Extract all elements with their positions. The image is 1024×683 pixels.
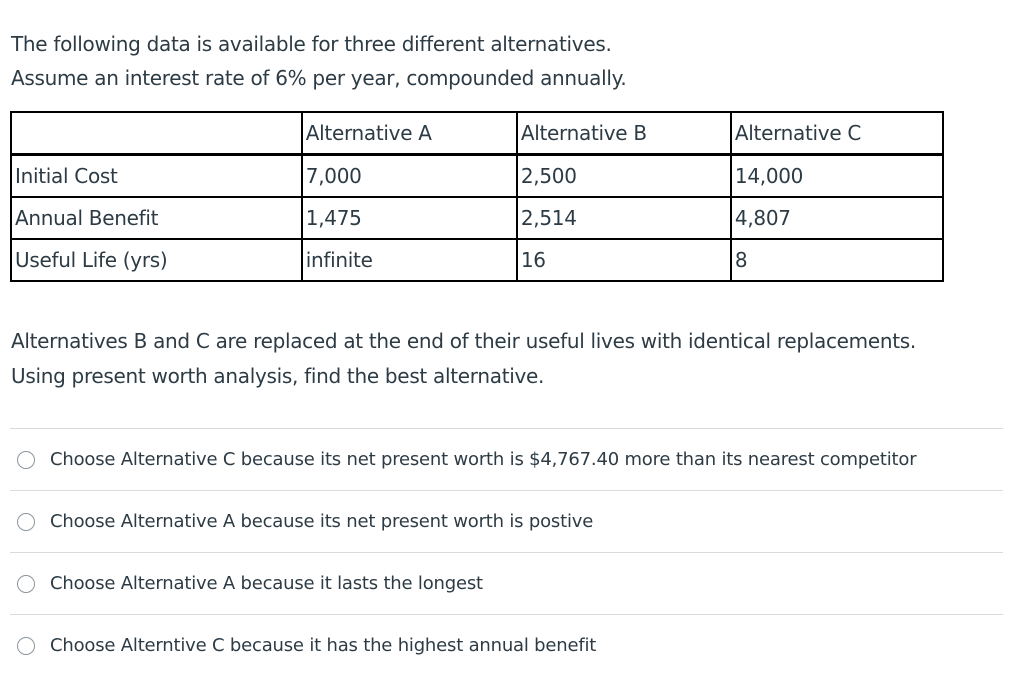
table-cell: 16 <box>515 238 732 282</box>
answer-option-1[interactable]: Choose Alternative C because its net pre… <box>10 429 1003 491</box>
answer-option-3[interactable]: Choose Alternative A because it lasts th… <box>10 553 1003 615</box>
table-cell: 4,807 <box>729 196 945 240</box>
table-header-cell: Alternative A <box>300 111 518 156</box>
table-row: Annual Benefit 1,475 2,514 4,807 <box>10 196 945 240</box>
table-cell: infinite <box>300 238 518 282</box>
intro-line-1: The following data is available for thre… <box>11 32 612 56</box>
table-header-row: Alternative A Alternative B Alternative … <box>10 111 945 156</box>
intro-line-2: Assume an interest rate of 6% per year, … <box>11 66 627 90</box>
table-header-cell: Alternative C <box>729 111 945 156</box>
answer-label[interactable]: Choose Alternative A because its net pre… <box>50 511 594 532</box>
alternatives-table: Alternative A Alternative B Alternative … <box>10 111 945 282</box>
question-line-1: Alternatives B and C are replaced at the… <box>11 329 916 353</box>
row-label: Initial Cost <box>10 153 303 198</box>
row-label: Annual Benefit <box>10 196 303 240</box>
answer-option-4[interactable]: Choose Alterntive C because it has the h… <box>10 615 1003 676</box>
answer-label[interactable]: Choose Alternative A because it lasts th… <box>50 573 483 594</box>
radio-button[interactable] <box>17 636 35 655</box>
answer-label[interactable]: Choose Alterntive C because it has the h… <box>50 635 597 656</box>
table-cell: 2,500 <box>515 153 732 198</box>
answer-label[interactable]: Choose Alternative C because its net pre… <box>50 449 917 470</box>
table-cell: 14,000 <box>729 153 945 198</box>
answer-option-2[interactable]: Choose Alternative A because its net pre… <box>10 491 1003 553</box>
table-cell: 2,514 <box>515 196 732 240</box>
table-header-cell <box>10 111 303 156</box>
answer-list: Choose Alternative C because its net pre… <box>10 428 1003 676</box>
problem-intro: The following data is available for thre… <box>11 27 1001 95</box>
question-line-2: Using present worth analysis, find the b… <box>11 364 545 388</box>
table-row: Initial Cost 7,000 2,500 14,000 <box>10 153 945 198</box>
question-text: Alternatives B and C are replaced at the… <box>11 324 1011 394</box>
table-header-cell: Alternative B <box>515 111 732 156</box>
radio-button[interactable] <box>17 574 35 593</box>
table-cell: 1,475 <box>300 196 518 240</box>
radio-button[interactable] <box>17 450 35 469</box>
radio-button[interactable] <box>17 512 35 531</box>
table-cell: 7,000 <box>300 153 518 198</box>
table-cell: 8 <box>729 238 945 282</box>
row-label: Useful Life (yrs) <box>10 238 303 282</box>
table-row: Useful Life (yrs) infinite 16 8 <box>10 238 945 282</box>
